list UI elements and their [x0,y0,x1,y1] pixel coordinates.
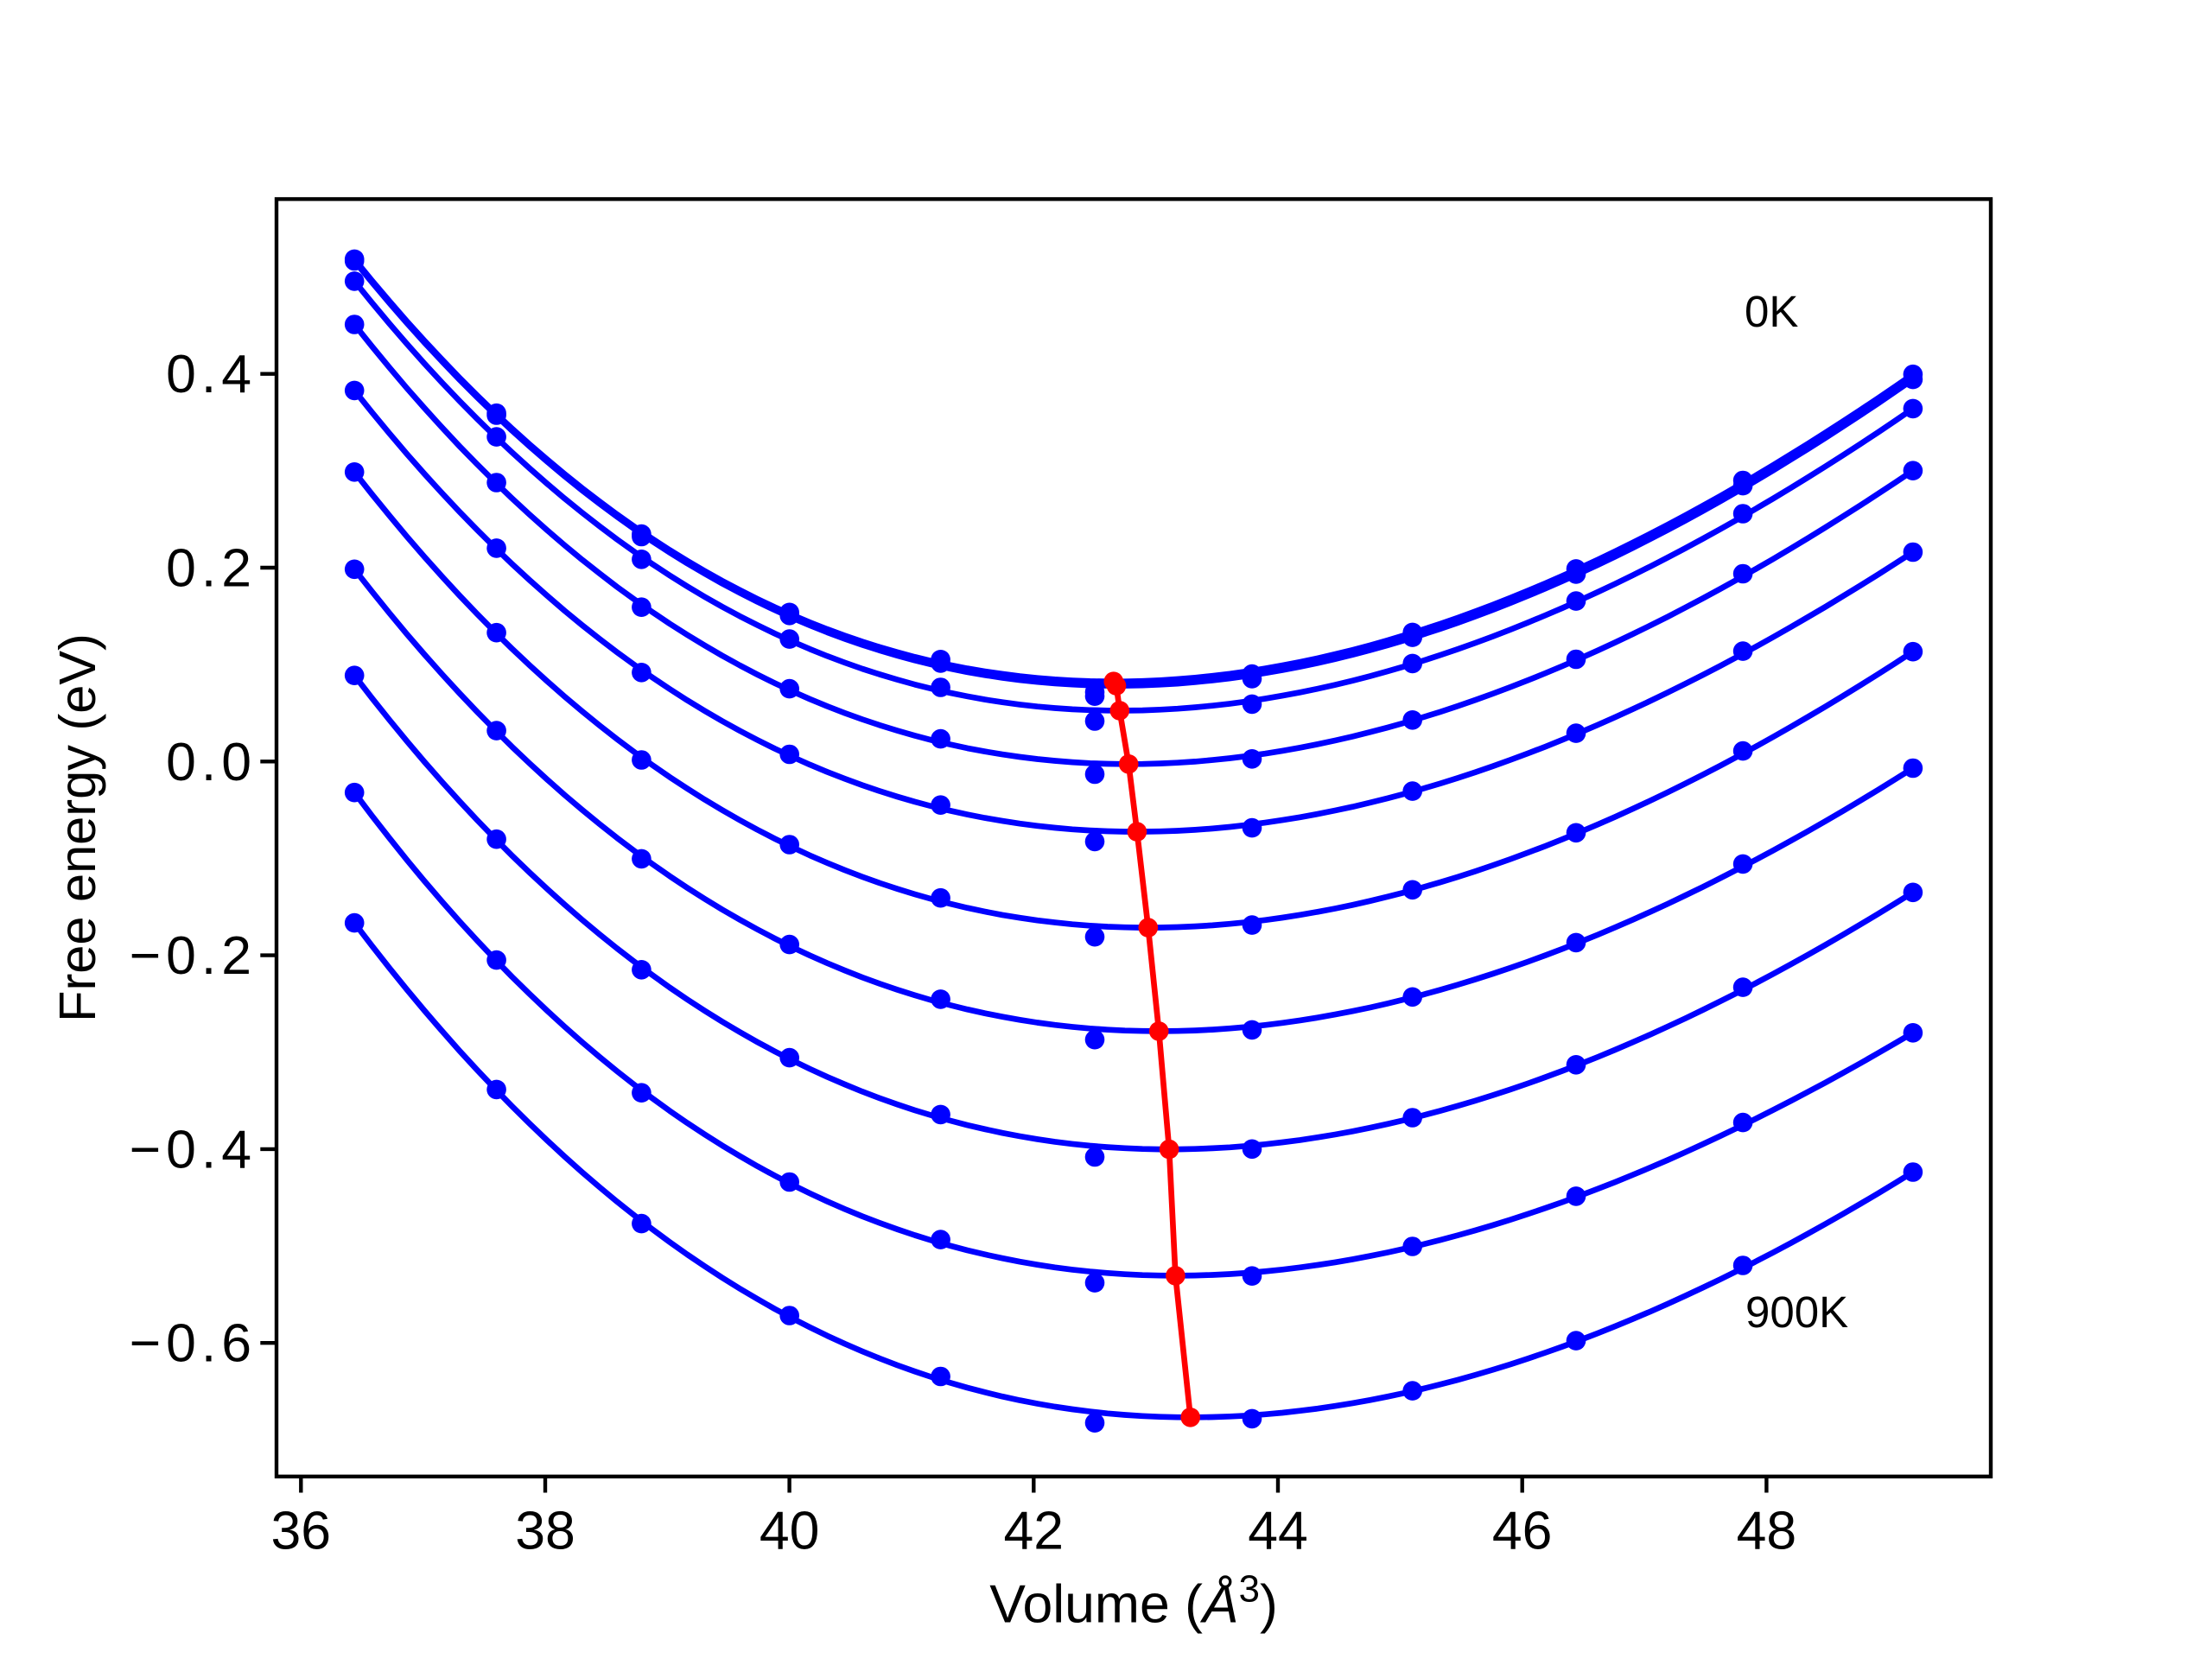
svg-text:0.2: 0.2 [166,538,257,599]
svg-text:38: 38 [515,1501,575,1561]
svg-text:48: 48 [1737,1501,1797,1561]
svg-text:0.4: 0.4 [166,344,257,404]
svg-text:900K: 900K [1745,1287,1848,1337]
svg-text:0.0: 0.0 [166,732,257,792]
svg-text:−0.2: −0.2 [130,925,257,986]
svg-text:44: 44 [1248,1501,1308,1561]
svg-text:Free energy (eV): Free energy (eV) [48,633,106,1022]
svg-text:36: 36 [271,1501,332,1561]
svg-text:0K: 0K [1745,287,1798,336]
svg-text:42: 42 [1004,1501,1065,1561]
svg-text:−0.4: −0.4 [130,1119,257,1179]
svg-text:40: 40 [760,1501,820,1561]
svg-text:−0.6: −0.6 [130,1313,257,1374]
svg-text:46: 46 [1492,1501,1553,1561]
svg-text:Volume (Å3): Volume (Å3) [989,1567,1278,1634]
